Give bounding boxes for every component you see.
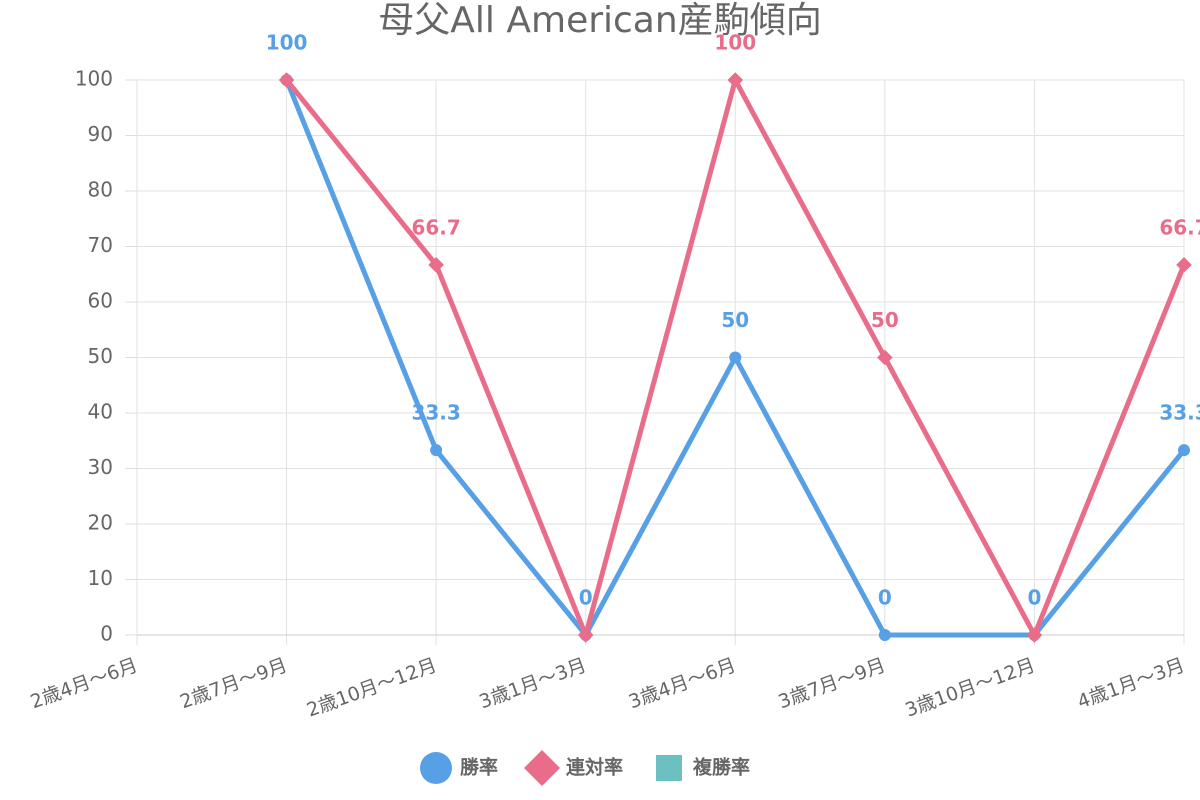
y-tick-label: 10: [88, 566, 113, 590]
legend-marker: [524, 750, 560, 786]
data-label: 50: [871, 308, 899, 332]
y-tick-label: 50: [88, 344, 113, 368]
chart-title: 母父All American産駒傾向: [378, 0, 821, 41]
data-label: 0: [878, 586, 892, 610]
point: [1026, 627, 1043, 643]
x-tick-label: 2歳10月〜12月: [304, 654, 440, 721]
legend-marker: [656, 755, 682, 781]
data-label: 50: [721, 308, 749, 332]
point: [1176, 257, 1192, 273]
x-tick-label: 2歳7月〜9月: [177, 654, 290, 713]
y-tick-label: 80: [88, 178, 113, 202]
y-tick-label: 60: [88, 289, 113, 313]
y-tick-label: 70: [88, 233, 113, 257]
legend-marker: [420, 752, 452, 784]
y-tick-label: 0: [100, 622, 113, 646]
x-tick-label: 3歳7月〜9月: [775, 654, 888, 713]
x-tick-label: 4歳1月〜3月: [1075, 654, 1188, 713]
x-tick-label: 3歳1月〜3月: [476, 654, 589, 713]
y-tick-label: 90: [88, 122, 113, 146]
data-label: 0: [579, 586, 593, 610]
point: [729, 351, 742, 364]
data-label: 66.7: [1159, 215, 1200, 239]
legend-item: 連対率: [524, 750, 623, 786]
y-tick-label: 20: [88, 511, 113, 535]
x-tick-label: 3歳10月〜12月: [902, 654, 1038, 721]
legend-item: 複勝率: [656, 755, 750, 781]
point: [1178, 444, 1190, 457]
y-tick-label: 30: [88, 455, 113, 479]
point: [430, 444, 443, 457]
legend-label: 連対率: [566, 756, 623, 779]
data-label: 0: [1027, 586, 1041, 610]
point: [428, 257, 444, 273]
legend-item: 勝率: [420, 752, 498, 784]
point: [727, 72, 744, 88]
data-label: 33.3: [411, 401, 460, 425]
point: [877, 349, 893, 366]
x-tick-label: 2歳4月〜6月: [28, 654, 141, 713]
point: [577, 627, 594, 643]
point: [278, 72, 295, 88]
data-label: 100: [714, 31, 756, 55]
x-tick-label: 3歳4月〜6月: [626, 654, 739, 713]
point: [878, 629, 891, 641]
legend-label: 複勝率: [692, 756, 750, 779]
data-label: 100: [266, 31, 308, 55]
y-tick-label: 40: [88, 400, 113, 424]
data-label: 33.3: [1159, 401, 1200, 425]
legend-label: 勝率: [460, 756, 498, 779]
data-label: 66.7: [411, 215, 460, 239]
y-tick-label: 100: [75, 67, 113, 91]
